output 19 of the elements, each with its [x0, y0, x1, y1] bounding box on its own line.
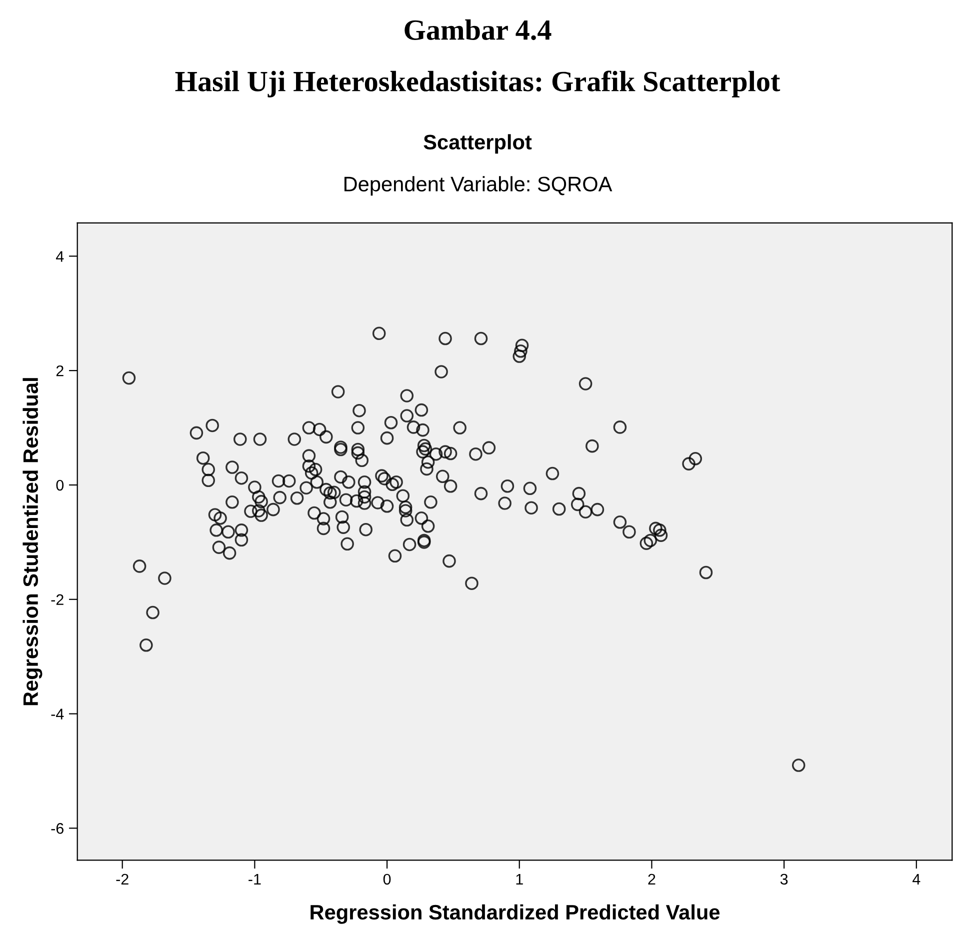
x-axis-title: Regression Standardized Predicted Value [310, 904, 720, 924]
y-tick-label: 0 [56, 480, 64, 491]
chart-title: Scatterplot [424, 134, 532, 154]
x-tick-label: 2 [648, 874, 656, 884]
y-tick-label: -6 [51, 823, 64, 834]
text: Gambar 4.4 [404, 19, 552, 40]
x-tick-label: 3 [780, 874, 788, 885]
x-tick-label: -2 [116, 874, 128, 884]
y-tick-label: 2 [56, 365, 64, 376]
x-tick-label: 4 [912, 874, 920, 884]
y-tick-label: 4 [56, 251, 64, 262]
y-axis-title: Regression Studentized Residual [22, 378, 42, 706]
x-tick-label: 0 [383, 874, 391, 885]
chart-subtitle: Dependent Variable: SQROA [344, 176, 612, 196]
x-tick-label: -1 [248, 874, 261, 884]
y-tick-label: -4 [51, 708, 64, 720]
text: Hasil Uji Heteroskedastisitas: Grafik Scatterplot [175, 70, 780, 98]
y-tick-label: -2 [51, 594, 64, 605]
x-tick-label: 1 [516, 874, 523, 884]
